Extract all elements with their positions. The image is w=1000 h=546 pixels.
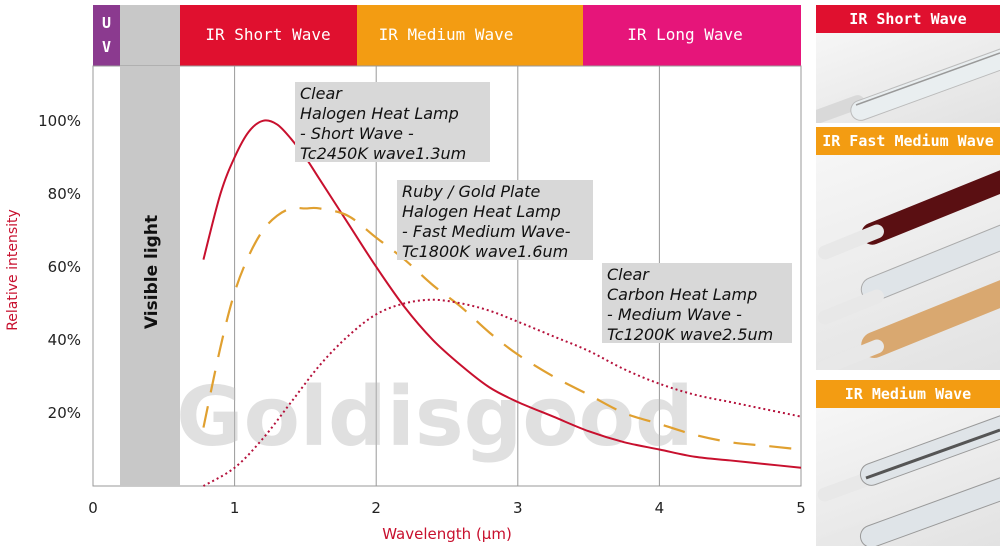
x-axis-title: Wavelength (μm) <box>382 525 512 543</box>
visible-light-band <box>120 66 180 486</box>
short-wave-band <box>180 5 357 66</box>
y-tick-label-40pct: 40% <box>48 331 81 349</box>
note-medium-line-1: Clear <box>607 265 650 284</box>
note-fast-medium-line-2: Halogen Heat Lamp <box>402 202 561 221</box>
lamp-photo-medium-wave <box>816 408 1000 546</box>
medium-wave-band <box>357 5 583 66</box>
note-medium-line-3: - Medium Wave - <box>607 305 742 324</box>
medium-wave-label: IR Medium Wave <box>379 25 514 44</box>
note-short-wave-line-4: Tc2450K wave1.3um <box>300 144 466 163</box>
visible-header-band <box>120 5 180 66</box>
note-medium-line-4: Tc1200K wave2.5um <box>607 325 773 344</box>
note-short-wave: Clear Halogen Heat Lamp - Short Wave - T… <box>300 84 466 163</box>
lamp-photo-short-wave <box>816 33 1000 123</box>
y-axis-title: Relative intensity <box>5 209 21 331</box>
note-fast-medium: Ruby / Gold Plate Halogen Heat Lamp - Fa… <box>402 182 571 261</box>
curve-series-2 <box>202 206 802 451</box>
curve-series-3 <box>202 298 802 487</box>
note-fast-medium-line-4: Tc1800K wave1.6um <box>402 242 568 261</box>
note-short-wave-line-2: Halogen Heat Lamp <box>300 104 459 123</box>
curves <box>202 119 802 487</box>
curve-series-1 <box>202 119 802 469</box>
y-tick-label-60pct: 60% <box>48 258 81 276</box>
note-medium-line-2: Carbon Heat Lamp <box>607 285 757 304</box>
uv-band <box>93 5 120 66</box>
visible-light-label: Visible light <box>142 215 162 329</box>
short-wave-label: IR Short Wave <box>205 25 330 44</box>
uv-band-label-v: V <box>102 38 111 56</box>
photo-label-medium-wave: IR Medium Wave <box>816 380 1000 408</box>
uv-band-label-u: U <box>102 14 111 32</box>
y-tick-label-100pct: 100% <box>38 112 81 130</box>
x-tick-label-4: 4 <box>655 499 665 517</box>
long-wave-band <box>583 5 801 66</box>
photo-label-fast-medium: IR Fast Medium Wave <box>816 127 1000 155</box>
y-tick-label-20pct: 20% <box>48 404 81 422</box>
note-short-wave-line-1: Clear <box>300 84 343 103</box>
note-fast-medium-bg <box>397 180 593 260</box>
watermark: Goldisgood <box>176 370 693 465</box>
x-tick-label-2: 2 <box>371 499 381 517</box>
y-tick-label-80pct: 80% <box>48 185 81 203</box>
note-medium-bg <box>602 263 792 343</box>
note-fast-medium-line-3: - Fast Medium Wave- <box>402 222 571 241</box>
x-tick-label-5: 5 <box>796 499 806 517</box>
note-fast-medium-line-1: Ruby / Gold Plate <box>402 182 540 201</box>
note-medium: Clear Carbon Heat Lamp - Medium Wave - T… <box>607 265 773 344</box>
long-wave-label: IR Long Wave <box>627 25 743 44</box>
x-tick-label-1: 1 <box>230 499 240 517</box>
lamp-photo-fast-medium <box>816 155 1000 370</box>
note-short-wave-line-3: - Short Wave - <box>300 124 414 143</box>
x-tick-label-3: 3 <box>513 499 523 517</box>
photo-label-short-wave: IR Short Wave <box>816 5 1000 33</box>
tick-labels: 0 1 2 3 4 5 20% 40% 60% 80% 100% <box>38 112 806 517</box>
x-tick-label-0: 0 <box>88 499 98 517</box>
note-short-wave-bg <box>295 82 490 162</box>
